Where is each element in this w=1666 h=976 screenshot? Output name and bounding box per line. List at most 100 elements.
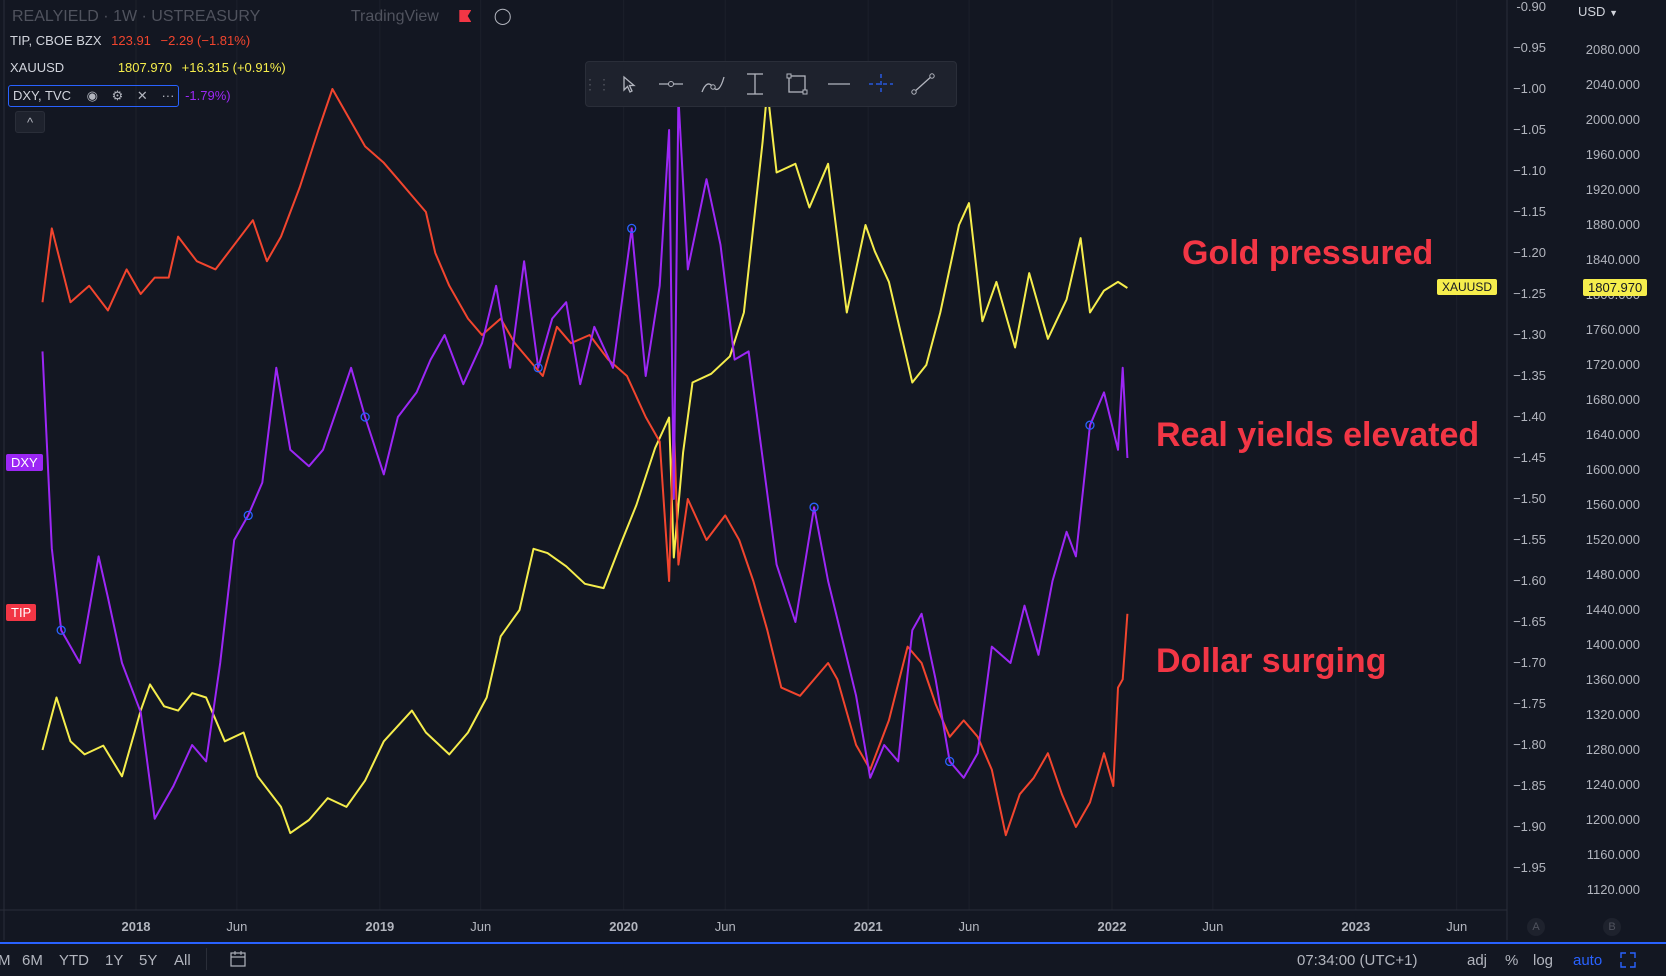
right-axis-tick-label: 2080.000 (1586, 42, 1640, 57)
rectangle-icon[interactable] (776, 63, 818, 105)
xau-price-tag-label: 1807.970 (1588, 280, 1643, 295)
event-marker (360, 412, 370, 422)
currency-label: USD (1578, 4, 1606, 19)
tip-legend[interactable]: TIP, CBOE BZX 123.91 −2.29 (−1.81%) (10, 33, 256, 48)
auto-toggle[interactable]: auto (1573, 952, 1603, 969)
left-axis-tick-label: −1.50 (1513, 491, 1546, 506)
eye-icon[interactable]: ◉ (86, 88, 99, 103)
tip-legend-change: −2.29 (−1.81%) (160, 33, 251, 48)
time-axis-tick-label: 2018 (122, 919, 151, 934)
flag-icon[interactable] (459, 10, 472, 22)
horizontal-ray-icon[interactable] (650, 63, 692, 105)
time-axis[interactable]: 2018 Jun 2019 Jun 2020 Jun 2021 Jun 2022 Jun 2023 J… (122, 919, 1468, 934)
range-6m-button[interactable]: 6M (22, 952, 43, 969)
a-label: A (1532, 921, 1540, 933)
left-axis-tick-label: −1.10 (1513, 163, 1546, 178)
auto-scale-b-button[interactable]: B (1603, 918, 1621, 936)
event-marker (243, 510, 253, 521)
series-markers (56, 223, 1095, 767)
chevron-down-icon: ▼ (1609, 8, 1618, 18)
b-label: B (1608, 921, 1616, 933)
clock-time[interactable]: 07:34:00 (UTC+1) (1297, 952, 1418, 969)
time-axis-tick-label: Jun (715, 919, 736, 934)
range-5y-button[interactable]: 5Y (139, 952, 158, 969)
fullscreen-icon[interactable] (1619, 951, 1637, 973)
percent-toggle[interactable]: % (1505, 952, 1519, 969)
right-price-axis[interactable]: 2080.000 2040.000 2000.000 1960.000 1920.000… (1586, 42, 1640, 897)
xau-legend-price: 1807.970 (117, 60, 173, 75)
dxy-legend[interactable]: DXY, TVC ◉ ⚙ ✕ ··· -1.79%) (8, 85, 237, 107)
bottom-toolbar: M 6M YTD 1Y 5Y All 07:34:00 (UTC+1) adj … (0, 942, 1666, 976)
range-1y-button[interactable]: 1Y (105, 952, 124, 969)
more-icon[interactable]: ··· (161, 88, 175, 103)
settings-gear-icon[interactable]: ⚙ (111, 88, 124, 103)
dxy-legend-change: -1.79%) (185, 88, 231, 103)
left-axis-tick-label: −1.15 (1513, 204, 1546, 219)
event-marker (627, 223, 637, 234)
xau-legend-symbol: XAUUSD (10, 60, 65, 75)
event-marker (533, 363, 543, 373)
left-axis-tick-label: −1.60 (1513, 573, 1546, 588)
xau-symbol-tag: XAUUSD (1437, 279, 1498, 295)
range-all-button[interactable]: All (174, 952, 191, 969)
calendar-icon[interactable] (229, 950, 247, 972)
cursor-arrow-icon[interactable] (608, 63, 650, 105)
brush-icon[interactable] (692, 63, 734, 105)
dxy-edge-tag-label: DXY (11, 455, 38, 470)
xau-symbol-tag-label: XAUUSD (1442, 280, 1493, 294)
right-axis-tick-label: 1520.000 (1586, 532, 1640, 547)
hide-eye-icon[interactable]: ◯ (493, 8, 512, 25)
right-axis-tick-label: 1880.000 (1586, 217, 1640, 232)
left-price-axis[interactable]: -0.90 −0.95 −1.00 −1.05 −1.10 −1.15 −1.20 −1.25… (1513, 0, 1546, 875)
dxy-legend-box[interactable]: DXY, TVC ◉ ⚙ ✕ ··· (8, 85, 180, 107)
bottom-divider (206, 948, 207, 970)
right-axis-tick-label: 1560.000 (1586, 497, 1640, 512)
real-yields-annotation: Real yields elevated (1156, 416, 1480, 454)
left-axis-tick-label: -0.90 (1516, 0, 1546, 14)
tip-edge-tag: TIP (6, 604, 37, 621)
currency-selector[interactable]: USD ▼ (1578, 4, 1618, 19)
left-axis-tick-label: −1.30 (1513, 327, 1546, 342)
close-icon[interactable]: ✕ (136, 88, 148, 103)
event-marker (809, 502, 819, 512)
log-toggle[interactable]: log (1533, 952, 1554, 969)
xau-legend-change: +16.315 (+0.91%) (181, 60, 286, 75)
left-axis-tick-label: −1.55 (1513, 532, 1546, 547)
range-m-button[interactable]: M (0, 952, 11, 969)
right-axis-tick-label: 1640.000 (1586, 427, 1640, 442)
right-axis-tick-label: 1400.000 (1586, 637, 1640, 652)
collapse-legend-button[interactable]: ^ (15, 111, 45, 133)
left-axis-tick-label: −1.95 (1513, 860, 1546, 875)
dollar-annotation: Dollar surging (1156, 642, 1387, 680)
tip-legend-price: 123.91 (111, 33, 151, 48)
left-axis-tick-label: −1.20 (1513, 245, 1546, 260)
right-axis-tick-label: 1960.000 (1586, 147, 1640, 162)
auto-scale-a-button[interactable]: A (1527, 918, 1545, 936)
right-axis-tick-label: 1160.000 (1587, 847, 1640, 862)
horizontal-line-icon[interactable] (818, 63, 860, 105)
left-axis-tick-label: −1.40 (1513, 409, 1546, 424)
range-ytd-button[interactable]: YTD (59, 952, 89, 969)
left-axis-tick-label: −1.35 (1513, 368, 1546, 383)
tradingview-watermark: TradingView (350, 8, 439, 25)
right-axis-tick-label: 1280.000 (1586, 742, 1640, 757)
left-axis-tick-label: −1.25 (1513, 286, 1546, 301)
dxy-legend-symbol: DXY, TVC (13, 88, 72, 103)
right-axis-tick-label: 1600.000 (1586, 462, 1640, 477)
right-axis-tick-label: 1200.000 (1586, 812, 1640, 827)
right-axis-tick-label: 1840.000 (1586, 252, 1640, 267)
left-axis-tick-label: −1.45 (1513, 450, 1546, 465)
adj-toggle[interactable]: adj (1467, 952, 1488, 969)
trend-line-icon[interactable] (902, 63, 944, 105)
left-axis-tick-label: −1.85 (1513, 778, 1546, 793)
time-axis-tick-label: 2019 (365, 919, 394, 934)
tip-legend-symbol: TIP, CBOE BZX (10, 33, 102, 48)
drawing-toolbar[interactable]: ⋮⋮ (583, 61, 957, 107)
price-range-icon[interactable] (734, 63, 776, 105)
drag-handle-icon[interactable]: ⋮⋮ (583, 75, 611, 92)
crosshair-icon[interactable] (860, 63, 902, 105)
left-axis-tick-label: −1.75 (1513, 696, 1546, 711)
xau-legend[interactable]: XAUUSD 1807.970 +16.315 (+0.91%) (10, 60, 292, 75)
time-axis-tick-label: Jun (470, 919, 491, 934)
